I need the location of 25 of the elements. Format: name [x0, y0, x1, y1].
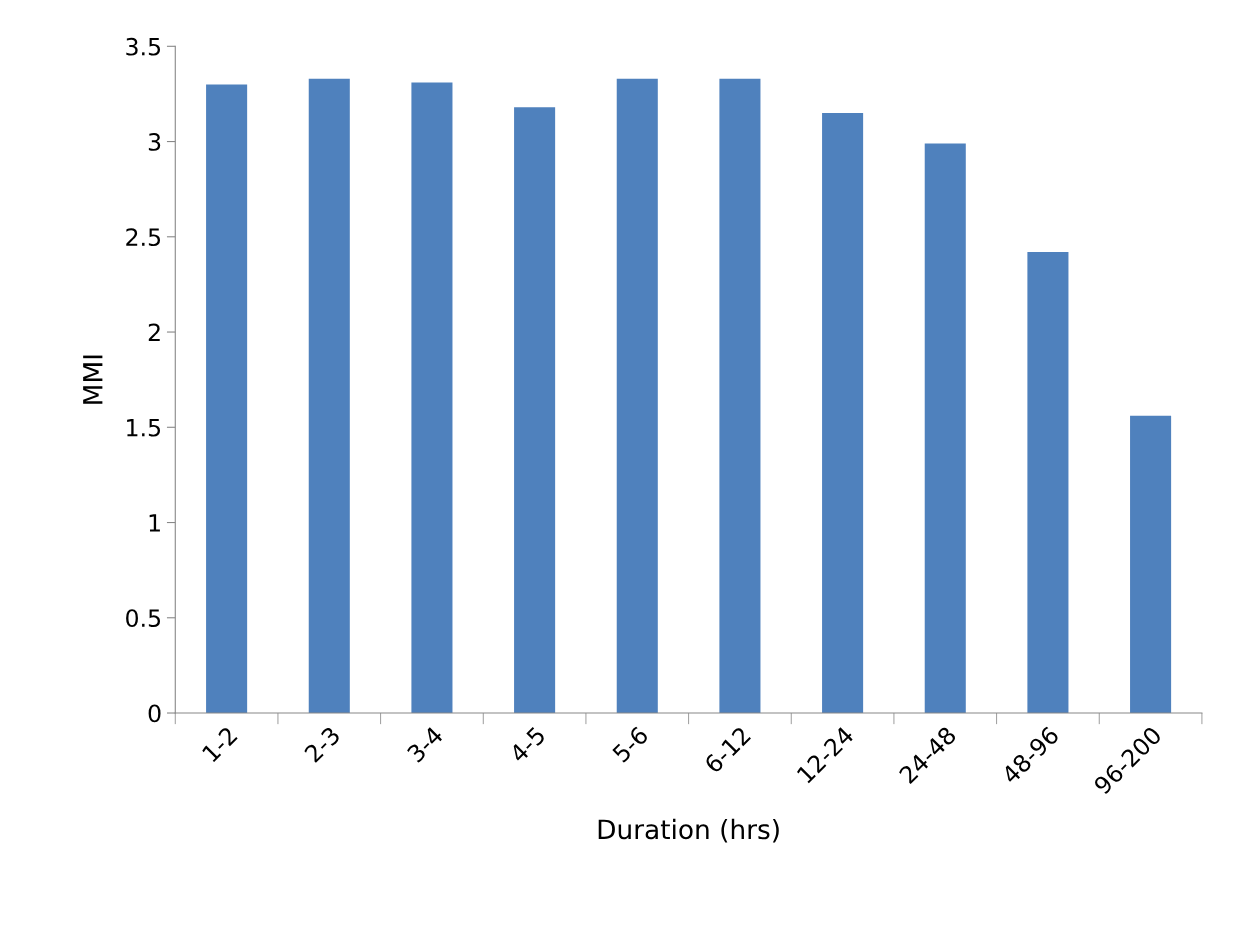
y-tick-label: 2	[148, 323, 160, 342]
x-tick-label: 4-5	[508, 726, 547, 764]
bar	[822, 112, 864, 714]
bar	[1130, 415, 1172, 714]
y-tick-label: 2.5	[126, 228, 161, 247]
bar	[514, 107, 556, 714]
bar	[206, 84, 248, 714]
bar	[411, 82, 453, 714]
x-tick-label: 5-6	[611, 725, 650, 764]
bar	[1027, 252, 1069, 714]
x-tick-label: 1-2	[201, 726, 238, 763]
y-axis-title: MMI	[83, 355, 103, 404]
y-tick-label: 1	[149, 514, 160, 532]
y-tick-label: 3	[148, 132, 161, 151]
bar	[924, 143, 966, 714]
y-tick-label: 0.5	[126, 609, 161, 628]
y-tick-label: 0	[148, 704, 161, 723]
y-tick-label: 1.5	[127, 419, 161, 437]
x-axis-title: Duration (hrs)	[598, 818, 779, 843]
bar	[616, 78, 658, 714]
bar	[308, 78, 350, 714]
x-tick-label: 2-3	[303, 725, 341, 764]
y-tick-label: 3.5	[126, 37, 161, 56]
bar	[719, 78, 761, 714]
x-tick-label: 3-4	[406, 725, 444, 764]
